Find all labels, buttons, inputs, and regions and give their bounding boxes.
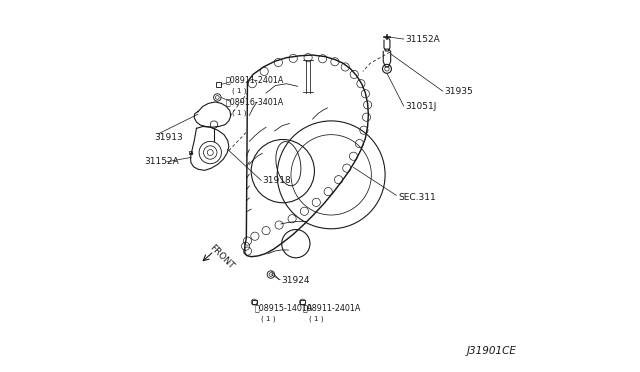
Text: SEC.311: SEC.311: [398, 193, 436, 202]
Bar: [189, 151, 193, 154]
Text: FRONT: FRONT: [207, 243, 236, 272]
Text: ⓝ08911-2401A: ⓝ08911-2401A: [225, 76, 284, 84]
Bar: [300, 300, 305, 304]
Bar: [216, 82, 221, 87]
Text: ( 1 ): ( 1 ): [232, 109, 246, 116]
Text: 31935: 31935: [445, 87, 474, 96]
Text: 31152A: 31152A: [144, 157, 179, 166]
Text: ⓝ08915-1401A: ⓝ08915-1401A: [254, 304, 312, 312]
Text: ( 1 ): ( 1 ): [261, 315, 275, 322]
Text: ⓝ08911-2401A: ⓝ08911-2401A: [302, 304, 360, 312]
Text: J31901CE: J31901CE: [467, 346, 517, 356]
Text: 31924: 31924: [281, 276, 310, 285]
Text: ( 1 ): ( 1 ): [309, 315, 323, 322]
Text: 31051J: 31051J: [405, 102, 436, 110]
Text: 31918: 31918: [262, 176, 291, 185]
Bar: [252, 300, 257, 304]
Text: 31152A: 31152A: [405, 35, 440, 44]
Text: Ⓦ08916-3401A: Ⓦ08916-3401A: [225, 98, 284, 107]
Text: 31913: 31913: [154, 133, 183, 142]
Text: ( 1 ): ( 1 ): [232, 87, 246, 94]
